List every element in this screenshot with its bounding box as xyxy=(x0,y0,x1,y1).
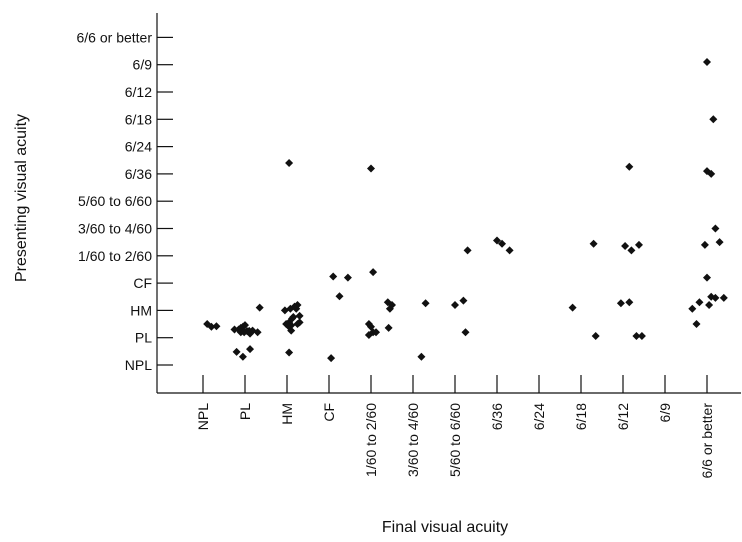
x-axis-title: Final visual acuity xyxy=(382,519,508,536)
y-tick-label: 5/60 to 6/60 xyxy=(78,193,152,209)
data-point xyxy=(295,311,304,320)
data-point xyxy=(505,246,514,255)
data-point xyxy=(343,273,352,282)
y-tick-label: HM xyxy=(130,302,152,318)
y-tick-label: 6/18 xyxy=(125,111,152,127)
data-point xyxy=(238,352,247,361)
x-tick-label: 3/60 to 4/60 xyxy=(405,403,421,477)
data-point xyxy=(589,239,598,248)
data-point xyxy=(335,292,344,301)
data-point xyxy=(232,347,241,356)
x-tick-label: PL xyxy=(237,403,253,420)
data-point xyxy=(711,224,720,233)
data-point xyxy=(634,240,643,249)
data-point xyxy=(367,164,375,173)
data-point xyxy=(700,240,709,249)
data-point xyxy=(591,332,600,341)
data-point xyxy=(498,239,507,248)
data-point xyxy=(637,332,646,341)
x-tick-label: 1/60 to 2/60 xyxy=(363,403,379,477)
x-tick-label: CF xyxy=(321,403,337,422)
data-point xyxy=(632,332,641,341)
y-tick-label: 3/60 to 4/60 xyxy=(78,221,152,237)
x-tick-label: 6/9 xyxy=(657,403,673,423)
data-point xyxy=(707,169,716,178)
x-tick-label: 6/36 xyxy=(489,403,505,430)
data-point xyxy=(695,298,704,307)
data-point xyxy=(295,318,304,327)
x-tick-label: 5/60 to 6/60 xyxy=(447,403,463,477)
y-tick-label: 6/24 xyxy=(125,139,152,155)
x-tick-label: 6/12 xyxy=(615,403,631,430)
y-tick-label: 1/60 to 2/60 xyxy=(78,248,152,264)
data-point xyxy=(285,348,294,357)
data-point xyxy=(709,115,718,124)
data-points xyxy=(203,57,728,363)
y-tick-label: 6/9 xyxy=(133,57,153,73)
data-point xyxy=(463,246,472,255)
data-point xyxy=(327,354,336,363)
data-point xyxy=(207,322,216,331)
data-point xyxy=(711,293,720,302)
data-point xyxy=(421,299,430,308)
data-point xyxy=(384,323,393,332)
x-tick-label: 6/6 or better xyxy=(699,403,715,479)
x-tick-label: NPL xyxy=(195,403,211,430)
data-point xyxy=(719,293,728,302)
x-axis: NPL PL HM CF 1/60 to 2/60 3/60 to 4/60 5/60 to… xyxy=(157,375,741,479)
y-tick-label: 6/6 or better xyxy=(77,29,153,45)
data-point xyxy=(493,236,501,245)
data-point xyxy=(625,298,634,307)
data-point xyxy=(417,352,426,361)
data-point xyxy=(372,328,381,337)
y-tick-label: 6/36 xyxy=(125,166,152,182)
data-point xyxy=(451,300,459,309)
data-point xyxy=(364,330,373,339)
data-point xyxy=(616,299,625,308)
data-point xyxy=(293,300,302,309)
x-tick-label: 6/18 xyxy=(573,403,589,430)
y-tick-label: CF xyxy=(133,275,152,291)
data-point xyxy=(459,296,468,305)
y-axis: NPL PL HM CF 1/60 to 2/60 3/60 to 4/60 5/60 to… xyxy=(77,13,173,393)
x-tick-label: 6/24 xyxy=(531,403,547,430)
data-point xyxy=(621,241,630,250)
y-tick-label: PL xyxy=(135,330,152,346)
data-point xyxy=(715,238,724,247)
data-point xyxy=(246,345,255,354)
data-point xyxy=(461,328,470,337)
data-point xyxy=(388,300,396,309)
data-point xyxy=(688,304,697,313)
data-point xyxy=(625,162,634,171)
y-axis-title: Presenting visual acuity xyxy=(13,114,30,282)
data-point xyxy=(230,325,239,334)
data-point xyxy=(369,268,378,277)
data-point xyxy=(288,314,297,323)
data-point xyxy=(703,57,711,66)
data-point xyxy=(568,303,577,312)
x-tick-label: HM xyxy=(279,403,295,425)
data-point xyxy=(627,246,636,255)
data-point xyxy=(285,158,294,167)
data-point xyxy=(255,303,264,312)
data-point xyxy=(703,273,711,282)
data-point xyxy=(285,322,294,331)
data-point xyxy=(212,322,221,331)
y-tick-label: NPL xyxy=(125,357,152,373)
data-point xyxy=(705,300,714,309)
data-point xyxy=(253,328,262,337)
data-point xyxy=(241,321,249,330)
y-tick-label: 6/12 xyxy=(125,84,152,100)
data-point xyxy=(692,320,701,329)
data-point xyxy=(329,272,338,281)
